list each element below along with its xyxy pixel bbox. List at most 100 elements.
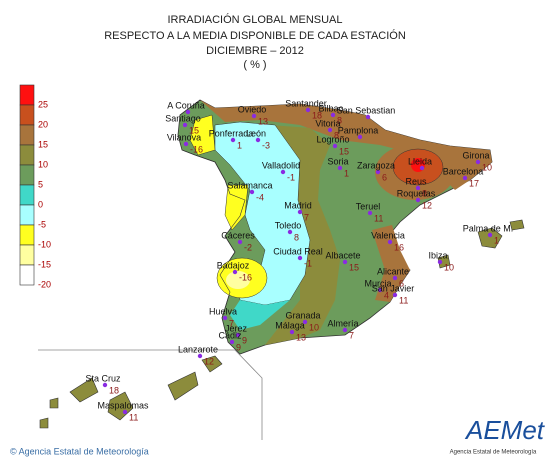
border [181,149,246,319]
station-value: -2 [244,242,252,252]
station-dot [419,165,425,171]
station-dot [377,287,383,293]
station-dot [387,239,393,245]
zone [224,184,249,231]
station-dot [330,112,336,118]
station-dot [297,209,303,215]
zone [189,114,216,156]
island [49,397,59,409]
legend-label: 5 [38,179,43,189]
station-dot [392,275,398,281]
station-dot [230,137,236,143]
station-dot [367,210,373,216]
zone [226,271,250,289]
station-dot [232,269,238,275]
station-value: 12 [204,356,214,366]
legend-swatch [19,84,35,106]
station-name: Bilbao [318,103,343,113]
station-value: 4 [384,290,389,300]
inset-border [38,349,263,440]
station-value: -3 [262,140,270,150]
station-dot [183,141,189,147]
legend-label: 25 [38,99,48,109]
station-dot [237,239,243,245]
station-dot [229,339,235,345]
legend-swatch [19,164,35,186]
station-dot [375,169,381,175]
station-dot [357,134,363,140]
station-name: Reus [405,176,427,186]
station-value: 7 [349,330,354,340]
legend-swatch [19,104,35,126]
legend-label: 0 [38,199,43,209]
station-name: Ciudad Real [273,246,323,256]
station-name: Logroño [316,134,349,144]
station-dot [337,165,343,171]
station-value: -16 [190,144,203,154]
station-name: Oviedo [238,104,267,114]
island [69,377,99,403]
station-dot [122,409,128,415]
station-name: A Coruña [167,100,205,110]
station-value: 13 [296,332,306,342]
station-name: Lanzarote [178,344,218,354]
station-dot [305,107,311,113]
legend-swatch [19,124,35,146]
station-name: Valencia [371,230,405,240]
station-name: Vilanova [167,132,201,142]
station-dot [475,159,481,165]
station-value: 8 [294,232,299,242]
station-name: Murcia [364,278,391,288]
station-dot [415,185,421,191]
station-value: 16 [394,242,404,252]
station-value: 9 [242,335,247,345]
station-value: -1 [304,258,312,268]
station-value: 7 [229,318,234,328]
title-line: IRRADIACIÓN GLOBAL MENSUAL [167,13,342,26]
zone [230,300,290,330]
legend-swatch [19,244,35,266]
station-name: Badajoz [217,260,250,270]
legend-label: 10 [38,159,48,169]
logo-caption: Agencia Estatal de Meteorología [450,450,537,456]
island [477,227,503,249]
station-name: Lleida [408,156,432,166]
station-value: 6 [399,278,404,288]
station-value: 1 [237,140,242,150]
station-name: Almería [327,318,358,328]
station-dot [185,109,191,115]
station-value: 15 [189,125,199,135]
station-dot [487,232,493,238]
station-dot [249,189,255,195]
station-dot [462,175,468,181]
legend: 25 20 15 10 5 0 -5 -10 -15 -20 [19,84,51,289]
station-name: León [246,128,266,138]
station-value: 6 [382,172,387,182]
station-name: Cáceres [221,230,255,240]
copyright: © Agencia Estatal de Meteorología [10,446,149,456]
station-name: Sta Cruz [85,373,121,383]
station-dot [289,329,295,335]
station-name: Salamanca [227,180,272,190]
legend-label: 15 [38,139,48,149]
station-dot [297,255,303,261]
station-value: 8 [334,130,339,140]
legend-label: -15 [38,259,51,269]
station-value: 10 [444,262,454,272]
station-dot [255,137,261,143]
logo: AEMet [464,415,546,445]
station-value: 15 [339,146,349,156]
station-value: 13 [258,116,268,126]
stations: A CoruñaSantiago15Vilanova-16Oviedo13San… [85,98,513,422]
station-value: 8 [337,115,342,125]
station-name: Palma de M. [463,223,514,233]
station-value: -4 [256,192,264,202]
legend-label: -5 [38,219,46,229]
station-dot [251,113,257,119]
station-value: 10 [482,162,492,172]
station-value: 18 [312,110,322,120]
station-name: Pamplona [338,125,379,135]
station-dot [342,327,348,333]
station-name: Soria [327,156,348,166]
station-dot [415,197,421,203]
